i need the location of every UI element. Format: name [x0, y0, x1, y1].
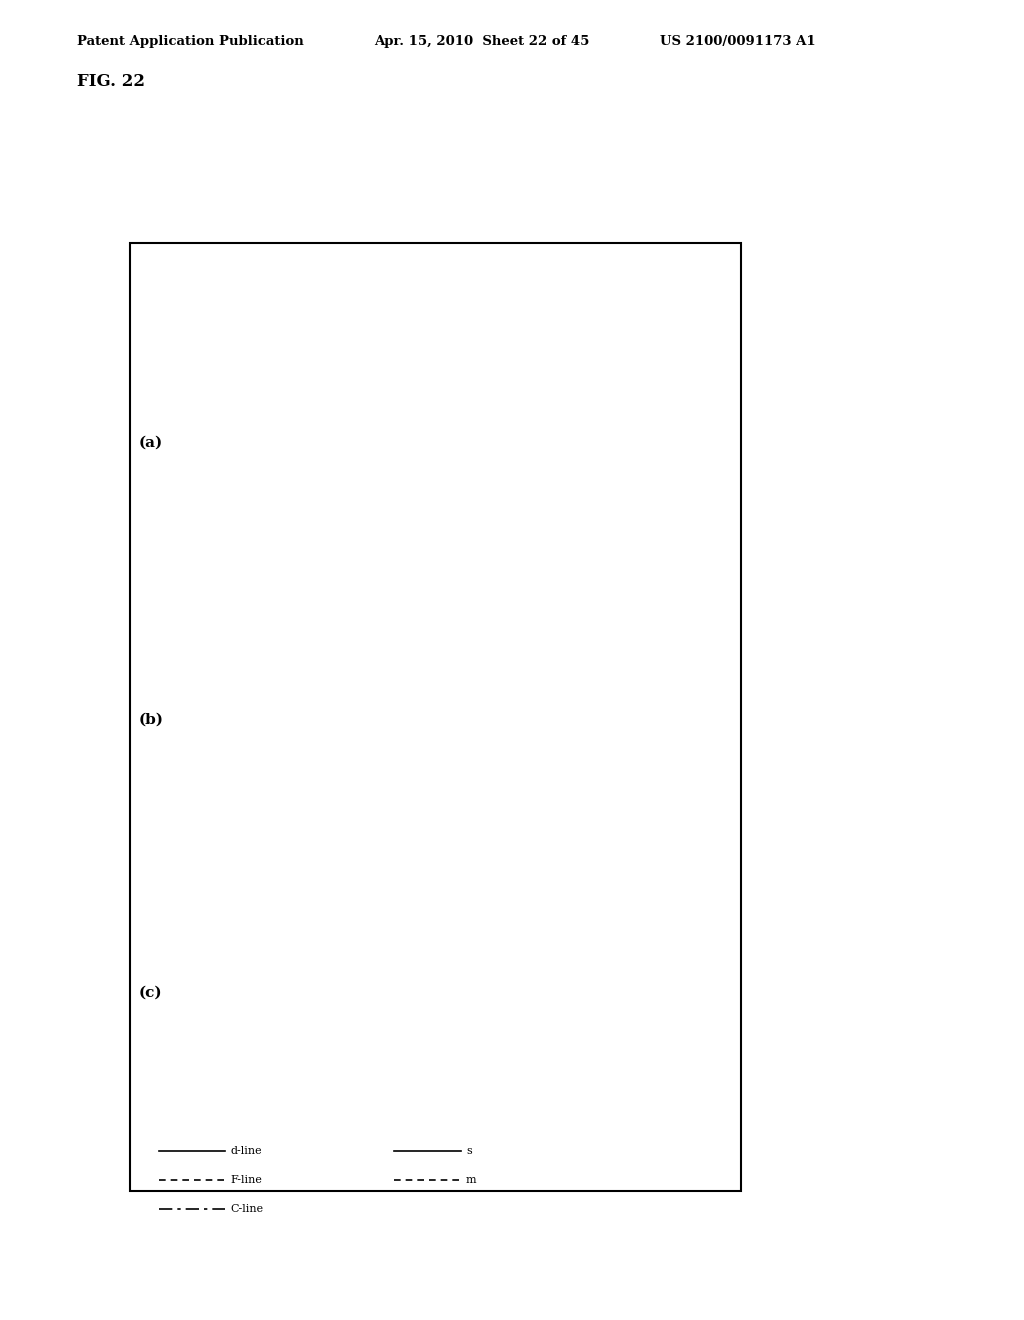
X-axis label: DIS(%): DIS(%) — [616, 1140, 659, 1151]
Title: F 5.83: F 5.83 — [265, 854, 308, 867]
Text: s: s — [466, 1146, 472, 1156]
X-axis label: SA(mm): SA(mm) — [261, 867, 312, 878]
Text: (b): (b) — [138, 713, 163, 726]
Text: C-line: C-line — [230, 1204, 263, 1214]
Text: F-line: F-line — [230, 1175, 262, 1185]
Title: H= 11.00: H= 11.00 — [605, 581, 671, 594]
X-axis label: SA(mm): SA(mm) — [261, 590, 312, 601]
Title: H= 11.00: H= 11.00 — [605, 854, 671, 867]
X-axis label: SA(mm): SA(mm) — [261, 1140, 312, 1151]
Text: (c): (c) — [138, 986, 162, 999]
Text: US 2100/0091173 A1: US 2100/0091173 A1 — [660, 34, 816, 48]
Title: H= 11.00: H= 11.00 — [605, 304, 671, 317]
Title: H= 11.00: H= 11.00 — [428, 854, 494, 867]
Text: Apr. 15, 2010  Sheet 22 of 45: Apr. 15, 2010 Sheet 22 of 45 — [374, 34, 589, 48]
Text: m: m — [466, 1175, 476, 1185]
Title: H= 11.00: H= 11.00 — [428, 304, 494, 317]
X-axis label: DIS(%): DIS(%) — [616, 867, 659, 878]
X-axis label: DIS(%): DIS(%) — [616, 590, 659, 601]
Title: H= 11.00: H= 11.00 — [428, 581, 494, 594]
X-axis label: AST(mm): AST(mm) — [431, 1140, 490, 1151]
X-axis label: AST(mm): AST(mm) — [431, 867, 490, 878]
Text: (a): (a) — [138, 436, 163, 449]
Text: FIG. 22: FIG. 22 — [77, 73, 144, 90]
X-axis label: AST(mm): AST(mm) — [431, 590, 490, 601]
Title: F 3.58: F 3.58 — [265, 304, 308, 317]
Text: Patent Application Publication: Patent Application Publication — [77, 34, 303, 48]
Text: d-line: d-line — [230, 1146, 262, 1156]
Title: F 4.88: F 4.88 — [265, 581, 308, 594]
